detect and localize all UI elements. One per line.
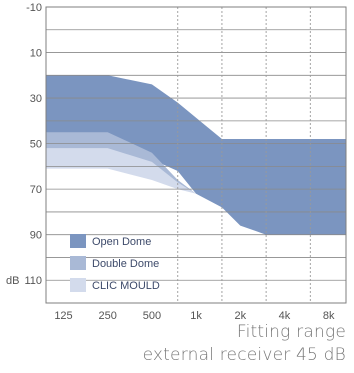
- y-tick-label: 90: [30, 230, 42, 242]
- caption-line-2: external receiver 45 dB: [142, 345, 346, 365]
- y-tick-label: 50: [30, 139, 42, 151]
- x-tick-label: 4k: [279, 310, 291, 320]
- x-tick-label: 2k: [234, 310, 246, 320]
- plot-frame: [45, 6, 347, 304]
- y-tick-label: 10: [30, 48, 42, 60]
- y-tick-label: 70: [30, 184, 42, 196]
- x-tick-label: 250: [99, 310, 117, 320]
- y-tick-label: 30: [30, 93, 42, 105]
- y-tick-label: -10: [26, 2, 42, 14]
- x-tick-label: 8k: [323, 310, 335, 320]
- legend-swatch: [70, 278, 86, 292]
- band-double-dome: [46, 132, 197, 194]
- y-axis-label: dB: [6, 275, 19, 287]
- x-tick-label: 125: [54, 310, 72, 320]
- legend-swatch: [70, 234, 86, 248]
- y-tick-label: 110: [24, 275, 42, 287]
- band-clic-mould: [46, 148, 197, 194]
- caption-line-1: Fitting range: [236, 322, 346, 342]
- x-tick-label: 500: [143, 310, 161, 320]
- legend-swatch: [70, 256, 86, 270]
- x-tick-label: 1k: [190, 310, 202, 320]
- legend-label: Open Dome: [92, 236, 151, 248]
- legend-label: Double Dome: [92, 258, 159, 270]
- band-open-dome: [46, 75, 346, 235]
- legend-label: CLIC MOULD: [92, 280, 160, 292]
- fitting-range-chart: -10 10 30 50 70 90 110 dB 125 250 500 1k 2k 4k 8k Open …: [6, 2, 347, 320]
